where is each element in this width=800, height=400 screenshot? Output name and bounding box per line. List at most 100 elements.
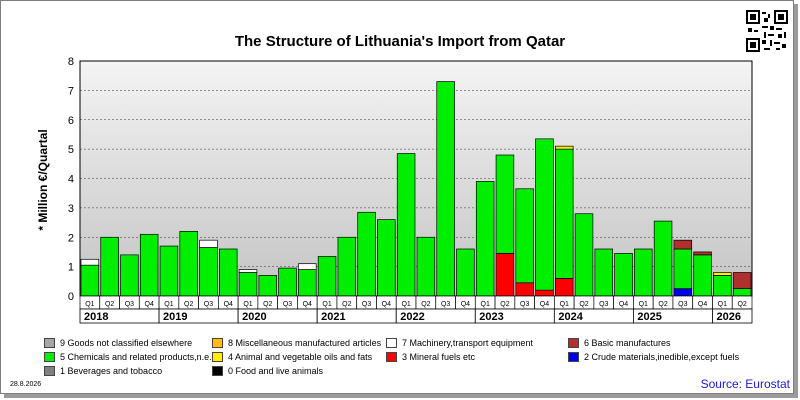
bar-segment	[555, 148, 574, 279]
x-tick-label: Q1	[481, 301, 490, 308]
bar-segment	[100, 236, 119, 297]
x-tick-label: Q4	[303, 301, 312, 308]
x-tick-label: Q3	[678, 301, 687, 308]
y-tick-label: 6	[68, 115, 74, 127]
x-tick-label: Q1	[243, 301, 252, 308]
y-tick-label: 7	[68, 85, 74, 97]
bar-segment	[653, 220, 673, 297]
bar-segment	[416, 236, 436, 297]
x-tick-label: Q2	[658, 301, 667, 308]
bar-segment	[80, 258, 100, 266]
year-label: 2025	[637, 311, 661, 323]
bar-segment	[159, 245, 179, 297]
x-tick-label: Q2	[184, 301, 193, 308]
plot-area: 0 1 2 3 4 5 6 7 8 Q1 Q2 Q3 Q4 Q1 Q2 Q3 Q4 Q1 Q2 Q3 Q4 Q1 Q2 Q3 Q…	[68, 56, 753, 324]
bar-segment	[515, 282, 534, 297]
bar-segment	[357, 211, 376, 297]
bar-segment	[258, 275, 277, 297]
bar-segment	[179, 231, 198, 297]
x-tick-label: Q2	[263, 301, 272, 308]
x-tick-label: Q4	[145, 301, 154, 308]
bar-segment	[732, 272, 752, 290]
bar-segment	[673, 288, 693, 297]
bar-segment	[555, 278, 574, 297]
bar-segment	[139, 233, 159, 297]
bar-segment	[515, 188, 534, 284]
x-tick-label: Q4	[698, 301, 707, 308]
x-tick-label: Q4	[461, 301, 470, 308]
legend-swatch	[44, 366, 55, 376]
x-tick-label: Q2	[500, 301, 509, 308]
x-tick-label: Q3	[441, 301, 450, 308]
bar-segment	[199, 247, 218, 297]
x-tick-label: Q3	[204, 301, 213, 308]
chart-title: The Structure of Lithuania's Import from…	[235, 33, 565, 50]
legend-swatch	[212, 338, 223, 348]
qr-code	[746, 10, 788, 52]
bar-segment	[614, 253, 633, 297]
x-tick-label: Q4	[619, 301, 628, 308]
legend-label: 0 Food and live animals	[228, 366, 324, 376]
bar-segment	[693, 251, 712, 256]
year-label: 2026	[716, 311, 740, 323]
legend-swatch	[568, 352, 579, 362]
year-label: 2018	[84, 311, 108, 323]
date-stamp: 28.8.2026	[10, 381, 42, 388]
x-tick-label: Q1	[718, 301, 727, 308]
legend-swatch	[44, 338, 55, 348]
bar-segment	[495, 253, 515, 297]
legend-label: 3 Mineral fuels etc	[402, 352, 476, 362]
bar-segment	[199, 239, 218, 248]
year-label: 2024	[558, 311, 583, 323]
year-label: 2020	[242, 311, 266, 323]
bar-segment	[713, 275, 732, 297]
bar-segment	[693, 254, 712, 297]
y-tick-label: 5	[68, 144, 74, 156]
y-tick-label: 0	[68, 291, 74, 303]
x-tick-label: Q3	[125, 301, 134, 308]
year-label: 2019	[163, 311, 187, 323]
bar-segment	[298, 269, 317, 297]
legend-label: 9 Goods not classified elsewhere	[60, 338, 193, 348]
bar-segment	[377, 219, 396, 297]
legend-label: 1 Beverages and tobacco	[60, 366, 163, 376]
source-note: Source: Eurostat	[700, 377, 790, 391]
bar-segment	[456, 248, 475, 297]
x-tick-label: Q1	[322, 301, 331, 308]
bar-segment	[238, 272, 258, 297]
x-tick-label: Q2	[421, 301, 430, 308]
legend-label: 6 Basic manufactures	[584, 338, 671, 348]
legend-label: 4 Animal and vegetable oils and fats	[228, 352, 373, 362]
y-tick-label: 3	[68, 203, 74, 215]
legend-label: 5 Chemicals and related products,n.e.s.	[60, 352, 219, 362]
y-tick-label: 2	[68, 232, 74, 244]
legend-swatch	[212, 366, 223, 376]
bar-segment	[278, 267, 297, 297]
bar-segment	[495, 154, 515, 254]
x-tick-label: Q3	[362, 301, 371, 308]
x-tick-label: Q1	[639, 301, 648, 308]
year-label: 2021	[321, 311, 345, 323]
legend-swatch	[386, 352, 397, 362]
bar-segment	[317, 255, 337, 297]
bar-segment	[634, 248, 653, 297]
bar-segment	[219, 248, 238, 297]
bar-segment	[238, 269, 258, 273]
legend-swatch	[212, 352, 223, 362]
x-tick-label: Q3	[599, 301, 608, 308]
bar-segment	[594, 248, 613, 297]
bar-segment	[713, 272, 732, 276]
legend-swatch	[44, 352, 55, 362]
legend-swatch	[568, 338, 579, 348]
bar-segment	[555, 145, 574, 150]
x-tick-label: Q4	[382, 301, 391, 308]
x-tick-label: Q2	[342, 301, 351, 308]
year-label: 2022	[400, 311, 424, 323]
legend-label: 7 Machinery,transport equipment	[402, 338, 533, 348]
bar-segment	[673, 248, 693, 290]
x-tick-label: Q4	[540, 301, 549, 308]
x-tick-label: Q2	[579, 301, 588, 308]
bar-segment	[436, 81, 455, 297]
year-cell	[712, 308, 753, 324]
